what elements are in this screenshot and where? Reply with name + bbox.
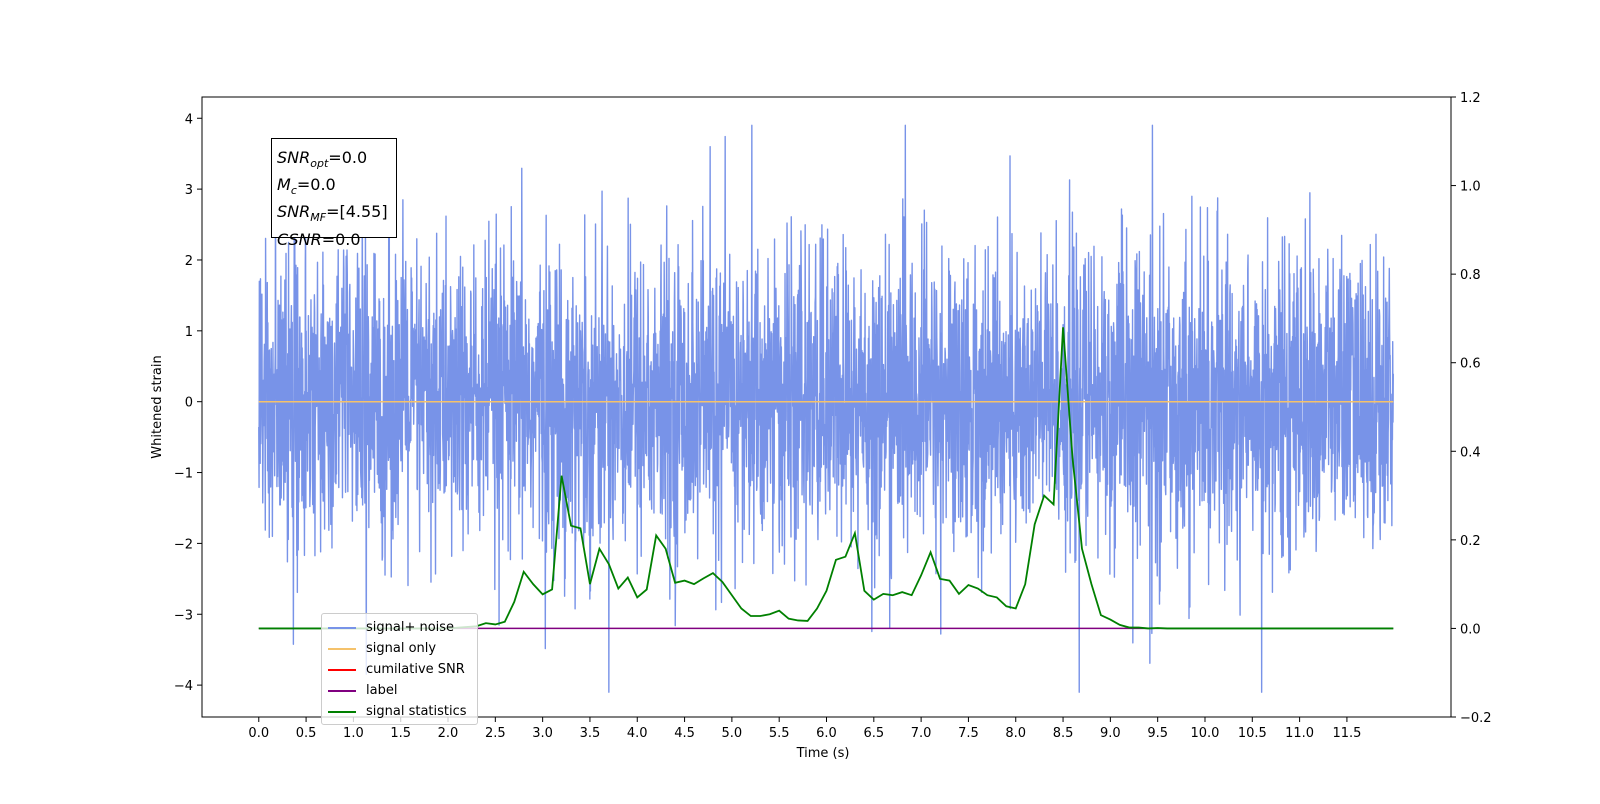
y-left-tick-label: 4 <box>185 112 193 127</box>
annotation-sub: opt <box>310 157 329 171</box>
x-tick-label: 0.5 <box>296 726 317 741</box>
annotation-value: =0.0 <box>328 148 368 167</box>
y-left-tick-label: −3 <box>174 608 193 623</box>
legend-label: signal+ noise <box>366 620 455 635</box>
annotation-var: M <box>277 175 291 195</box>
x-tick-label: 3.0 <box>532 726 553 741</box>
x-tick-label: 5.0 <box>722 726 743 741</box>
y-right-tick-label: 1.2 <box>1460 91 1481 106</box>
x-tick-label: 2.5 <box>485 726 506 741</box>
x-tick-label: 4.0 <box>627 726 648 741</box>
x-tick-label: 9.0 <box>1100 726 1121 741</box>
x-tick-label: 8.0 <box>1005 726 1026 741</box>
legend-swatch <box>328 647 356 650</box>
legend-label: signal only <box>366 641 437 656</box>
y-right-tick-label: −0.2 <box>1460 711 1492 726</box>
x-tick-label: 2.0 <box>438 726 459 741</box>
y-left-tick-label: 3 <box>185 183 193 198</box>
x-tick-label: 3.5 <box>580 726 601 741</box>
y-right-tick-label: 0.6 <box>1460 357 1481 372</box>
x-tick-label: 10.0 <box>1191 726 1220 741</box>
annotation-row: SNRMF=[4.55] <box>277 201 391 228</box>
x-tick-label: 10.5 <box>1238 726 1267 741</box>
legend-item: signal+ noise <box>328 617 471 638</box>
legend-item: cumilative SNR <box>328 659 471 680</box>
annotation-var: SNR <box>277 148 311 167</box>
y-axis-right: 1.2 1.0 0.8 0.6 0.4 0.2 0.0 −0.2 <box>1451 91 1492 726</box>
y-left-tick-label: 0 <box>185 396 193 411</box>
signal-noise-series <box>258 124 1394 693</box>
y-axis-left: 4 3 2 1 0 −1 −2 −3 −4 <box>174 112 202 694</box>
annotation-var: SNR <box>277 202 311 222</box>
y-axis-label: Whitened strain <box>150 355 165 458</box>
signal-statistics-line <box>258 327 1394 630</box>
legend-swatch <box>328 626 356 629</box>
x-tick-label: 4.5 <box>674 726 695 741</box>
x-tick-label: 6.0 <box>816 726 837 741</box>
x-tick-label: 6.5 <box>863 726 884 741</box>
annotation-row: Mc=0.0 <box>277 174 391 201</box>
y-right-tick-label: 1.0 <box>1460 180 1481 195</box>
legend-swatch <box>328 710 356 713</box>
x-axis-label: Time (s) <box>796 746 850 761</box>
annotation-value: =0.0 <box>321 229 361 249</box>
y-left-tick-label: −1 <box>174 467 193 482</box>
x-tick-label: 7.0 <box>911 726 932 741</box>
legend-swatch <box>328 668 356 671</box>
x-tick-label: 11.5 <box>1332 726 1361 741</box>
x-axis: 0.0 0.5 1.0 1.5 2.0 2.5 3.0 3.5 4.0 4.5 5.0 5.5 6.0 6… <box>248 717 1361 741</box>
annotation-sub: MF <box>310 211 327 225</box>
annotation-row: SNRopt=0.0 <box>277 147 391 174</box>
x-tick-label: 5.5 <box>769 726 790 741</box>
legend-item: signal statistics <box>328 701 471 722</box>
x-tick-label: 7.5 <box>958 726 979 741</box>
legend-item: signal only <box>328 638 471 659</box>
y-left-tick-label: −4 <box>174 679 193 694</box>
snr-annotation-box: SNRopt=0.0 Mc=0.0 SNRMF=[4.55] CSNR=0.0 <box>271 138 397 249</box>
annotation-sub: c <box>290 184 297 198</box>
y-right-tick-label: 0.2 <box>1460 534 1481 549</box>
y-left-tick-label: 2 <box>185 254 193 269</box>
y-right-tick-label: 0.4 <box>1460 445 1481 460</box>
annotation-row: CSNR=0.0 <box>277 229 391 250</box>
signal-noise-line <box>258 124 1394 693</box>
x-tick-label: 9.5 <box>1147 726 1168 741</box>
annotation-var: CSNR <box>277 229 322 249</box>
x-tick-label: 1.0 <box>343 726 364 741</box>
legend-label: signal statistics <box>366 704 467 719</box>
x-tick-label: 11.0 <box>1285 726 1314 741</box>
annotation-value: =0.0 <box>296 175 336 195</box>
legend-label: cumilative SNR <box>366 662 465 677</box>
legend: signal+ noise signal only cumilative SNR la… <box>321 613 478 725</box>
y-left-tick-label: 1 <box>185 325 193 340</box>
y-right-tick-label: 0.8 <box>1460 268 1481 283</box>
legend-swatch <box>328 689 356 692</box>
y-left-tick-label: −2 <box>174 537 193 552</box>
annotation-value: =[4.55] <box>326 202 388 222</box>
y-right-tick-label: 0.0 <box>1460 622 1481 637</box>
legend-label: label <box>366 683 398 698</box>
legend-item: label <box>328 680 471 701</box>
x-tick-label: 8.5 <box>1053 726 1074 741</box>
x-tick-label: 0.0 <box>248 726 269 741</box>
x-tick-label: 1.5 <box>390 726 411 741</box>
